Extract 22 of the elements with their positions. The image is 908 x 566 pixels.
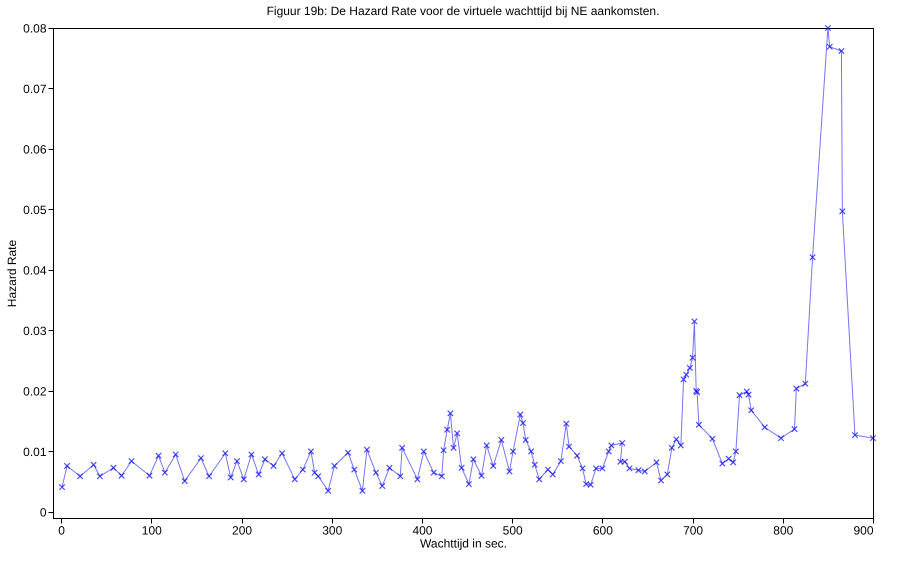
y-tick-label: 0.07 [23,82,47,96]
y-tick-label: 0.08 [23,22,47,36]
x-tick-label: 300 [322,524,343,538]
y-tick-label: 0.06 [23,142,47,156]
x-tick-label: 500 [502,524,523,538]
x-tick-label: 200 [232,524,252,538]
chart-title: Figuur 19b: De Hazard Rate voor de virtuele wachttijd bij NE aankomsten. [266,4,660,18]
y-tick-label: 0.01 [23,444,47,459]
y-tick-label: 0.04 [23,263,47,278]
x-tick-label: 800 [773,524,794,538]
x-tick-label: 100 [142,524,162,538]
x-tick-label: 400 [412,524,433,538]
x-axis-title: Wachttijd in sec. [420,536,507,550]
x-tick-label: 900 [853,524,874,538]
y-tick-label: 0.03 [23,324,47,338]
y-axis-title: Hazard Rate [5,239,20,308]
y-tick-label: 0.05 [23,202,47,217]
x-tick-label: 600 [592,524,614,538]
y-tick-label: 0 [40,505,47,520]
x-tick-label: 0 [58,524,66,538]
x-tick-label: 700 [683,524,704,538]
y-tick-label: 0.02 [23,384,47,398]
